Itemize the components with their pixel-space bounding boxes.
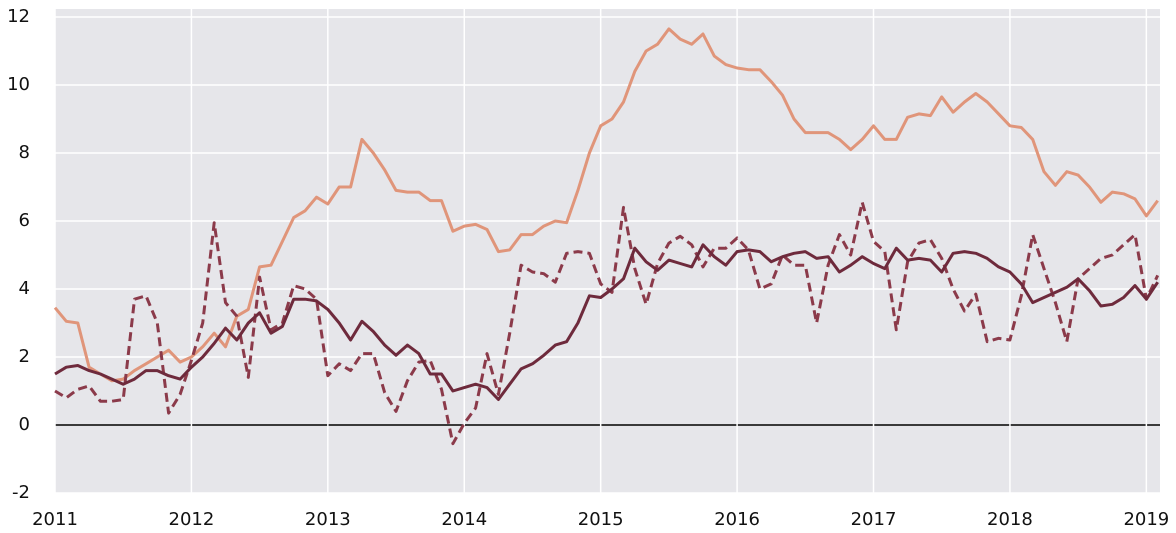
line — [53, 27, 1159, 383]
line — [54, 200, 1160, 446]
y-tick-label: 12 — [7, 6, 30, 27]
x-tick-label: 2014 — [441, 509, 487, 530]
y-tick-label: 10 — [7, 74, 30, 95]
x-tick-label: 2013 — [305, 509, 351, 530]
x-tick-label: 2015 — [578, 509, 624, 530]
y-tick-label: 4 — [19, 278, 30, 299]
y-tick-label: 6 — [19, 210, 30, 231]
y-tick-label: 0 — [19, 414, 30, 435]
x-tick-label: 2016 — [714, 509, 760, 530]
plot-background — [55, 9, 1160, 493]
x-tick-label: 2019 — [1123, 509, 1169, 530]
x-tick-label: 2011 — [32, 509, 78, 530]
line — [54, 243, 1159, 401]
x-tick-label: 2018 — [987, 509, 1033, 530]
y-tick-label: -2 — [12, 482, 30, 503]
x-tick-label: 2012 — [169, 509, 215, 530]
x-tick-label: 2017 — [851, 509, 897, 530]
y-tick-label: 2 — [19, 346, 30, 367]
y-tick-label: 8 — [19, 142, 30, 163]
